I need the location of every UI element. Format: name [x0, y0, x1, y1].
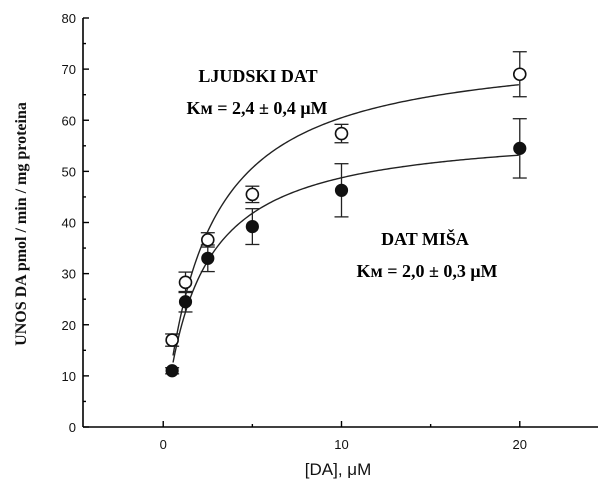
- data-point-mouse: [178, 295, 193, 309]
- y-tick-label: 50: [62, 164, 76, 179]
- annotation-mouse-title: DAT MIŠA: [381, 228, 469, 249]
- x-axis-title: [DA], μM: [305, 460, 371, 479]
- data-point-human: [512, 67, 527, 82]
- annotation-human-title: LJUDSKI DAT: [198, 66, 317, 86]
- y-tick-label: 10: [62, 369, 76, 384]
- y-tick-label: 60: [62, 113, 76, 128]
- data-point-human: [200, 233, 215, 247]
- data-point-human: [334, 126, 349, 141]
- data-point-mouse: [165, 364, 179, 378]
- data-point-mouse: [245, 219, 259, 234]
- y-tick-label: 40: [62, 216, 76, 231]
- data-point-human: [178, 275, 193, 290]
- annotation-human-km: Kᴍ = 2,4 ± 0,4 μM: [186, 98, 327, 118]
- fit-curve-human: [172, 84, 519, 356]
- x-tick-label: 10: [334, 437, 348, 452]
- annotation-mouse-km: Kᴍ = 2,0 ± 0,3 μM: [356, 261, 497, 281]
- fit-curves: [172, 84, 519, 363]
- axes: 0 10 20 30 40 50 60 70 80 0 10 20: [62, 11, 598, 452]
- y-tick-label: 70: [62, 62, 76, 77]
- x-tick-label: 20: [513, 437, 527, 452]
- data-point-mouse: [201, 251, 215, 265]
- y-tick-label: 80: [62, 11, 76, 26]
- data-points: [165, 67, 527, 378]
- y-tick-label: 30: [62, 267, 76, 282]
- fit-curve-mouse: [172, 154, 519, 363]
- x-tick-label: 0: [160, 437, 167, 452]
- data-point-human: [245, 187, 260, 202]
- data-point-mouse: [513, 141, 527, 155]
- data-point-mouse: [334, 183, 349, 197]
- y-axis-title: UNOS DA pmol / min / mg proteina: [13, 102, 30, 346]
- y-tick-label: 0: [69, 420, 76, 435]
- data-point-human: [165, 333, 179, 347]
- y-tick-label: 20: [62, 318, 76, 333]
